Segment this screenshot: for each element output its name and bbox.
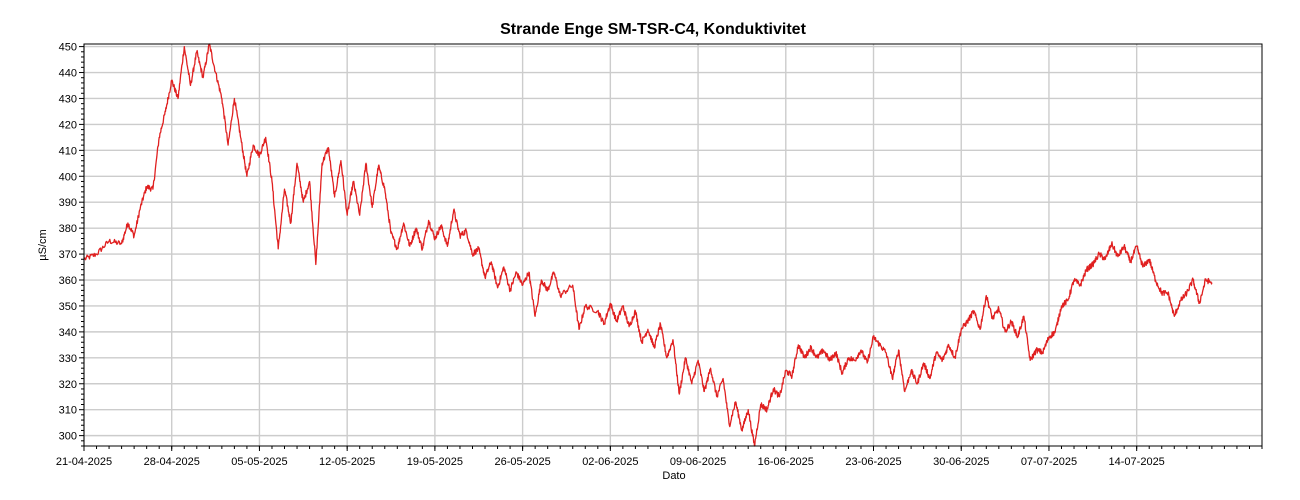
- y-tick-label: 310: [59, 405, 77, 417]
- y-axis-label: µS/cm: [37, 229, 49, 260]
- x-tick-label: 21-04-2025: [56, 456, 112, 468]
- y-tick-label: 400: [59, 171, 77, 183]
- chart-title: Strande Enge SM-TSR-C4, Konduktivitet: [500, 21, 806, 38]
- series-line: [83, 43, 1213, 447]
- grid: [83, 44, 1262, 446]
- x-tick-label: 23-06-2025: [845, 456, 901, 468]
- y-tick-label: 320: [59, 379, 77, 391]
- y-tick-label: 330: [59, 353, 77, 365]
- x-tick-label: 07-07-2025: [1021, 456, 1077, 468]
- y-axis: 300 310 320 330 340 350 360 370 380 390 400 410 420 4…: [59, 42, 84, 447]
- y-tick-label: 360: [59, 275, 77, 287]
- x-tick-label: 09-06-2025: [670, 456, 726, 468]
- y-tick-label: 300: [59, 431, 77, 443]
- x-tick-label: 16-06-2025: [758, 456, 814, 468]
- y-tick-label: 420: [59, 119, 77, 131]
- series-group: [83, 43, 1213, 447]
- y-tick-label: 450: [59, 42, 77, 54]
- y-tick-label: 430: [59, 93, 77, 105]
- y-tick-label: 410: [59, 145, 77, 157]
- plot-area: [83, 43, 1263, 447]
- x-tick-label: 26-05-2025: [494, 456, 550, 468]
- x-tick-label: 19-05-2025: [407, 456, 463, 468]
- y-tick-label: 350: [59, 301, 77, 313]
- y-tick-label: 340: [59, 327, 77, 339]
- x-tick-label: 30-06-2025: [933, 456, 989, 468]
- x-axis: 21-04-2025 28-04-2025 05-05-2025 12-05-2025…: [56, 446, 1263, 468]
- y-tick-label: 370: [59, 249, 77, 261]
- y-tick-label: 390: [59, 197, 77, 209]
- x-tick-label: 02-06-2025: [582, 456, 638, 468]
- y-tick-label: 380: [59, 223, 77, 235]
- x-tick-label: 28-04-2025: [144, 456, 200, 468]
- x-axis-label: Dato: [662, 470, 685, 482]
- x-tick-label: 05-05-2025: [231, 456, 287, 468]
- x-tick-label: 14-07-2025: [1109, 456, 1165, 468]
- x-tick-label: 12-05-2025: [319, 456, 375, 468]
- y-tick-label: 440: [59, 68, 77, 80]
